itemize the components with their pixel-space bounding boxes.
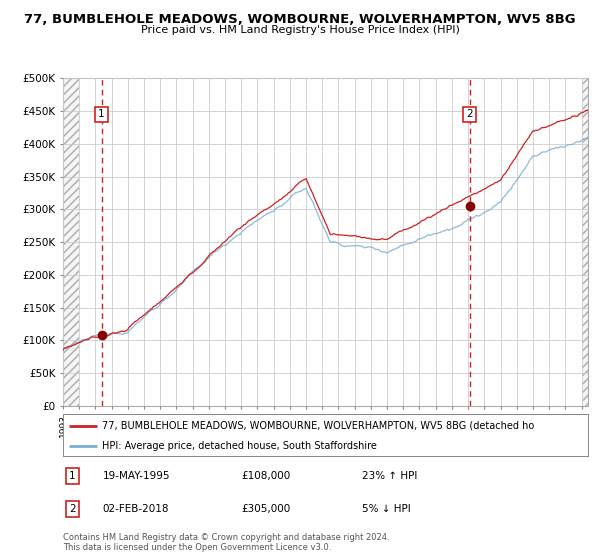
- Text: 02-FEB-2018: 02-FEB-2018: [103, 503, 169, 514]
- Text: 77, BUMBLEHOLE MEADOWS, WOMBOURNE, WOLVERHAMPTON, WV5 8BG (detached ho: 77, BUMBLEHOLE MEADOWS, WOMBOURNE, WOLVE…: [103, 421, 535, 431]
- Text: Price paid vs. HM Land Registry's House Price Index (HPI): Price paid vs. HM Land Registry's House …: [140, 25, 460, 35]
- Text: 5% ↓ HPI: 5% ↓ HPI: [362, 503, 411, 514]
- Text: 2: 2: [466, 109, 473, 119]
- Text: 19-MAY-1995: 19-MAY-1995: [103, 471, 170, 481]
- Text: 2: 2: [69, 503, 76, 514]
- Bar: [63, 78, 79, 406]
- Text: 77, BUMBLEHOLE MEADOWS, WOMBOURNE, WOLVERHAMPTON, WV5 8BG: 77, BUMBLEHOLE MEADOWS, WOMBOURNE, WOLVE…: [24, 13, 576, 26]
- Text: Contains HM Land Registry data © Crown copyright and database right 2024.: Contains HM Land Registry data © Crown c…: [63, 533, 389, 542]
- Text: 1: 1: [69, 471, 76, 481]
- Text: £305,000: £305,000: [241, 503, 291, 514]
- Text: This data is licensed under the Open Government Licence v3.0.: This data is licensed under the Open Gov…: [63, 543, 331, 552]
- Text: 23% ↑ HPI: 23% ↑ HPI: [362, 471, 418, 481]
- Text: 1: 1: [98, 109, 105, 119]
- Bar: [581, 78, 590, 406]
- Text: HPI: Average price, detached house, South Staffordshire: HPI: Average price, detached house, Sout…: [103, 441, 377, 451]
- Text: £108,000: £108,000: [241, 471, 291, 481]
